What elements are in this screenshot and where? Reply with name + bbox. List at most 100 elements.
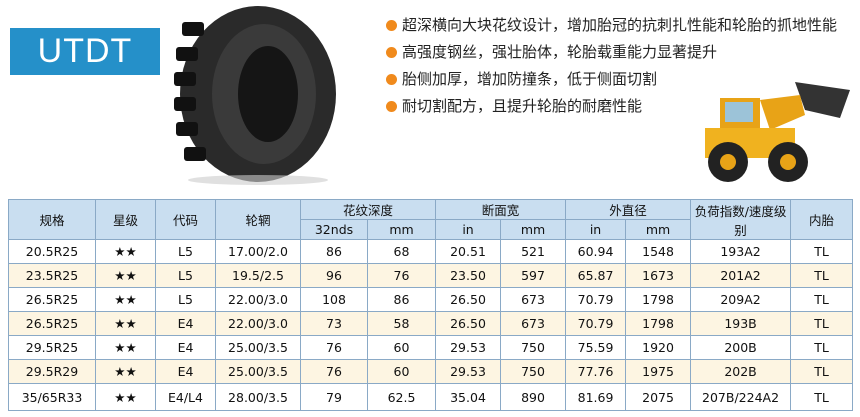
- table-cell: 673: [500, 311, 567, 336]
- subheader-cell: mm: [366, 219, 437, 240]
- feature: 胎侧加厚，增加防撞条，低于侧面切割: [384, 66, 837, 93]
- table-cell: 81.69: [565, 383, 627, 411]
- table-cell: 1673: [625, 263, 692, 288]
- table-cell: TL: [790, 239, 854, 264]
- table-cell: 1975: [625, 359, 692, 384]
- table-cell: TL: [790, 263, 854, 288]
- table-cell: 597: [500, 263, 567, 288]
- table-row: 23.5R25 ★★ L5 19.5/2.5 96 76 23.50 597 65.87 1673…: [8, 263, 854, 288]
- subheader-cell: in: [435, 219, 502, 240]
- table-cell: 73: [300, 311, 368, 336]
- table-cell: L5: [155, 239, 216, 264]
- table-row: 26.5R25 ★★ L5 22.00/3.0 108 86 26.50 673 70.79 17…: [8, 287, 854, 312]
- table-cell: 193B: [690, 311, 792, 336]
- table-cell: 200B: [690, 335, 792, 360]
- table-cell: 77.76: [565, 359, 627, 384]
- table-cell: 60: [366, 359, 437, 384]
- table-cell: 890: [500, 383, 567, 411]
- table-cell: 22.00/3.0: [215, 311, 301, 336]
- title-badge: UTDT: [10, 28, 160, 75]
- table-cell: 26.50: [435, 287, 502, 312]
- table-cell: 29.53: [435, 335, 502, 360]
- table-cell: 70.79: [565, 287, 627, 312]
- table-cell: E4: [155, 311, 216, 336]
- table-cell: ★★: [95, 335, 156, 360]
- table-cell: L5: [155, 263, 216, 288]
- table-cell: 20.51: [435, 239, 502, 264]
- table-cell: 29.5R29: [8, 359, 96, 384]
- table-cell: 76: [366, 263, 437, 288]
- header-cell: 轮辋: [215, 199, 301, 240]
- table-cell: 86: [300, 239, 368, 264]
- feature: 超深横向大块花纹设计，增加胎冠的抗刺扎性能和轮胎的抓地性能: [384, 12, 837, 39]
- header-cell: 负荷指数/速度级别: [690, 199, 792, 240]
- table-cell: 521: [500, 239, 567, 264]
- spec-table: 规格 星级 代码 轮辋 花纹深度 断面宽 外直径 负荷指数/速度级别 内胎 32…: [8, 199, 854, 411]
- table-cell: 96: [300, 263, 368, 288]
- table-cell: 35.04: [435, 383, 502, 411]
- table-cell: 22.00/3.0: [215, 287, 301, 312]
- table-cell: E4: [155, 359, 216, 384]
- subheader-cell: mm: [625, 219, 692, 240]
- feature-list: 超深横向大块花纹设计，增加胎冠的抗刺扎性能和轮胎的抓地性能 高强度钢丝，强壮胎体…: [384, 12, 837, 120]
- table-cell: 26.5R25: [8, 287, 96, 312]
- table-cell: ★★: [95, 287, 156, 312]
- table-cell: 58: [366, 311, 437, 336]
- table-cell: 2075: [625, 383, 692, 411]
- table-cell: ★★: [95, 311, 156, 336]
- table-cell: 65.87: [565, 263, 627, 288]
- table-cell: 750: [500, 335, 567, 360]
- table-cell: TL: [790, 335, 854, 360]
- table-cell: 1920: [625, 335, 692, 360]
- table-cell: 28.00/3.5: [215, 383, 301, 411]
- table-cell: 62.5: [366, 383, 437, 411]
- table-cell: 26.50: [435, 311, 502, 336]
- table-cell: 23.50: [435, 263, 502, 288]
- table-cell: 193A2: [690, 239, 792, 264]
- table-cell: ★★: [95, 359, 156, 384]
- table-cell: 17.00/2.0: [215, 239, 301, 264]
- header-cell: 内胎: [790, 199, 854, 240]
- table-cell: 60: [366, 335, 437, 360]
- table-cell: 70.79: [565, 311, 627, 336]
- table-cell: TL: [790, 287, 854, 312]
- table-cell: 26.5R25: [8, 311, 96, 336]
- table-cell: 1548: [625, 239, 692, 264]
- header-cell: 断面宽: [435, 199, 567, 220]
- table-cell: 750: [500, 359, 567, 384]
- table-cell: 673: [500, 287, 567, 312]
- table-cell: 1798: [625, 287, 692, 312]
- table-cell: 108: [300, 287, 368, 312]
- table-row: 26.5R25 ★★ E4 22.00/3.0 73 58 26.50 673 70.79 179…: [8, 311, 854, 336]
- table-row: 20.5R25 ★★ L5 17.00/2.0 86 68 20.51 521 60.94 154…: [8, 239, 854, 264]
- table-cell: 76: [300, 335, 368, 360]
- subheader-cell: in: [565, 219, 627, 240]
- table-cell: 29.5R25: [8, 335, 96, 360]
- table-cell: 202B: [690, 359, 792, 384]
- table-cell: 207B/224A2: [690, 383, 792, 411]
- table-row: 29.5R29 ★★ E4 25.00/3.5 76 60 29.53 750 77.76 197…: [8, 359, 854, 384]
- feature: 耐切割配方，且提升轮胎的耐磨性能: [384, 93, 837, 120]
- table-cell: 79: [300, 383, 368, 411]
- table-cell: L5: [155, 287, 216, 312]
- table-row: 29.5R25 ★★ E4 25.00/3.5 76 60 29.53 750 75.59 192…: [8, 335, 854, 360]
- table-cell: 19.5/2.5: [215, 263, 301, 288]
- loader-image: [705, 82, 850, 182]
- table-cell: ★★: [95, 383, 156, 411]
- table-cell: 209A2: [690, 287, 792, 312]
- feature: 高强度钢丝，强壮胎体，轮胎载重能力显著提升: [384, 39, 837, 66]
- tire-image: [174, 6, 336, 185]
- table-cell: 60.94: [565, 239, 627, 264]
- table-cell: 35/65R33: [8, 383, 96, 411]
- table-cell: ★★: [95, 239, 156, 264]
- header-cell: 规格: [8, 199, 96, 240]
- table-cell: 76: [300, 359, 368, 384]
- table-cell: 68: [366, 239, 437, 264]
- table-cell: TL: [790, 383, 854, 411]
- subheader-cell: mm: [500, 219, 567, 240]
- subheader-cell: 32nds: [300, 219, 368, 240]
- table-cell: 201A2: [690, 263, 792, 288]
- table-cell: TL: [790, 359, 854, 384]
- table-cell: 25.00/3.5: [215, 359, 301, 384]
